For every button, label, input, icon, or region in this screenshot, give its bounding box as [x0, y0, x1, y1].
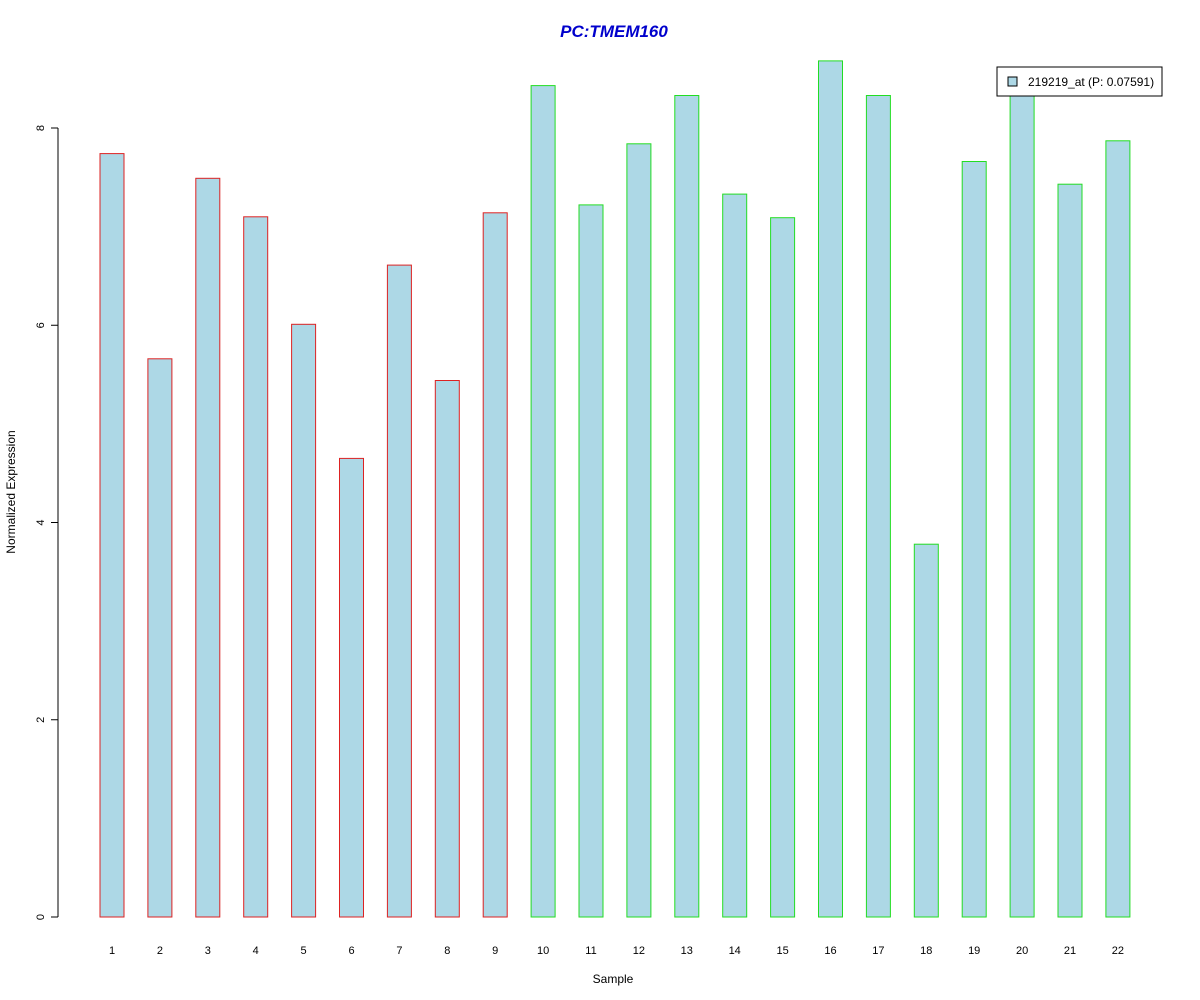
y-tick-label: 2 — [35, 717, 47, 723]
bar-sample-6 — [339, 457, 364, 918]
x-tick-label: 13 — [681, 945, 693, 957]
legend-swatch — [1007, 76, 1018, 87]
bar-sample-15 — [770, 217, 796, 918]
x-tick-label: 8 — [444, 945, 450, 957]
y-axis-label: Normalized Expression — [4, 430, 18, 553]
x-tick-label: 19 — [968, 945, 980, 957]
x-tick-label: 9 — [492, 945, 498, 957]
bar-sample-11 — [578, 204, 604, 918]
x-tick-label: 7 — [396, 945, 402, 957]
x-tick-label: 6 — [348, 945, 354, 957]
y-axis: 0 2 4 6 8 — [35, 125, 59, 920]
y-tick-label: 8 — [35, 125, 47, 131]
bar-sample-17 — [865, 95, 891, 918]
bar-sample-3 — [195, 177, 221, 918]
x-tick-labels: 1 2 3 4 5 6 7 8 9 10 11 12 13 14 15 16 17 18 19 20 21 22 — [109, 945, 1124, 957]
x-tick-label: 5 — [301, 945, 307, 957]
bar-sample-4 — [243, 216, 269, 918]
x-tick-label: 11 — [585, 945, 596, 957]
x-tick-label: 2 — [157, 945, 163, 957]
x-tick-label: 20 — [1016, 945, 1028, 957]
y-tick-label: 4 — [35, 519, 47, 525]
x-tick-label: 4 — [253, 945, 259, 957]
bar-sample-18 — [913, 543, 939, 918]
bar-sample-9 — [482, 212, 508, 918]
x-tick-label: 14 — [729, 945, 741, 957]
bar-sample-8 — [434, 380, 460, 918]
bar-sample-20 — [1009, 94, 1035, 918]
x-tick-label: 15 — [776, 945, 788, 957]
bar-sample-10 — [530, 85, 556, 918]
bar-sample-13 — [674, 95, 700, 918]
bar-sample-14 — [722, 193, 748, 918]
bar-sample-21 — [1057, 183, 1083, 918]
x-tick-label: 3 — [205, 945, 211, 957]
legend-box — [996, 66, 1163, 97]
bar-sample-7 — [386, 264, 412, 918]
x-tick-label: 21 — [1064, 945, 1076, 957]
y-tick-label: 6 — [35, 322, 47, 328]
x-tick-label: 17 — [872, 945, 884, 957]
x-axis-label: Sample — [593, 972, 634, 986]
bars — [99, 60, 1131, 918]
x-tick-label: 1 — [109, 945, 115, 957]
x-tick-label: 18 — [920, 945, 932, 957]
legend: 219219_at (P: 0.07591) — [996, 66, 1163, 97]
bar-sample-16 — [818, 60, 843, 918]
bar-sample-12 — [626, 143, 652, 918]
bar-sample-1 — [99, 153, 125, 918]
bar-sample-2 — [147, 358, 173, 918]
x-tick-label: 22 — [1112, 945, 1124, 957]
chart-title: PC:TMEM160 — [560, 22, 668, 41]
x-tick-label: 12 — [633, 945, 645, 957]
legend-label: 219219_at (P: 0.07591) — [1028, 75, 1154, 89]
x-tick-label: 10 — [537, 945, 549, 957]
bar-sample-19 — [961, 161, 987, 918]
x-tick-label: 16 — [824, 945, 836, 957]
y-tick-label: 0 — [35, 914, 47, 920]
bar-sample-5 — [291, 323, 317, 918]
bar-sample-22 — [1105, 140, 1131, 918]
